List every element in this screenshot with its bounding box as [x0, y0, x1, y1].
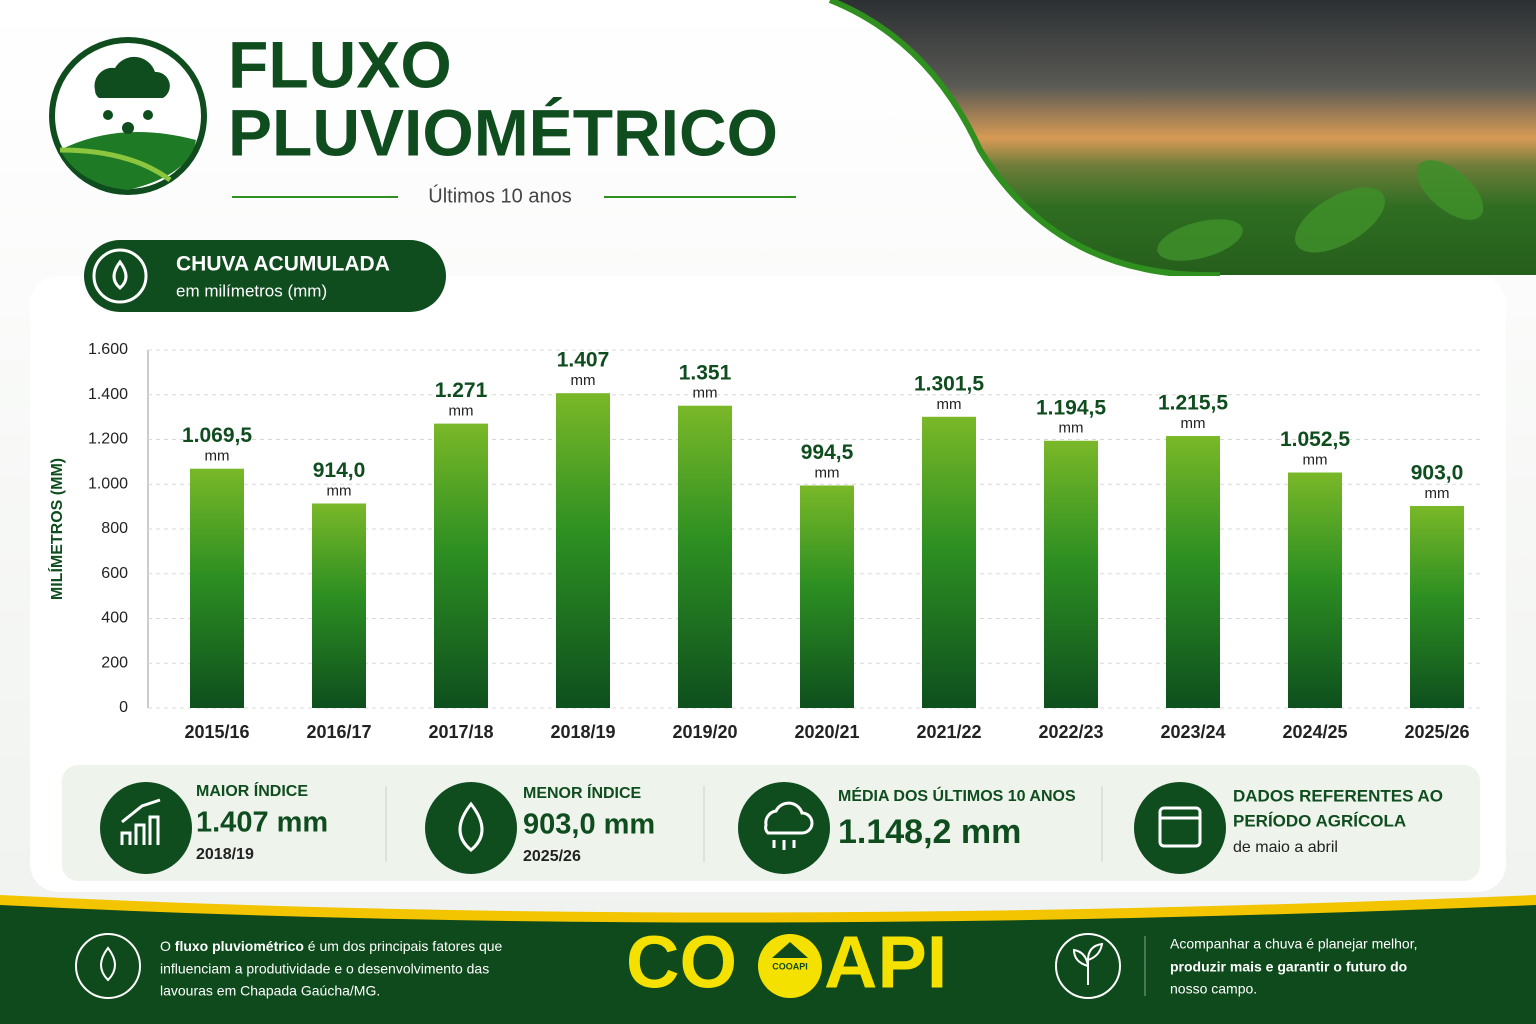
value-label: 994,5	[801, 441, 854, 464]
x-tick-label: 2019/20	[672, 722, 737, 742]
logo-text: CO	[626, 921, 737, 1004]
chart-card	[30, 276, 1506, 892]
bar	[190, 468, 244, 708]
x-tick-label: 2023/24	[1160, 722, 1225, 742]
x-tick-label: 2022/23	[1038, 722, 1103, 742]
stat-value: 1.148,2 mm	[838, 813, 1021, 851]
leaves	[1157, 160, 1484, 261]
y-tick-label: 600	[101, 565, 128, 582]
y-tick-label: 1.000	[88, 475, 128, 492]
y-tick-label: 400	[101, 610, 128, 627]
value-unit: mm	[693, 385, 718, 402]
x-tick-label: 2025/26	[1404, 722, 1469, 742]
badge-icon	[112, 259, 128, 290]
stat-note: de maio a abril	[1233, 839, 1338, 856]
logo-icon	[49, 37, 207, 195]
badge	[84, 240, 446, 312]
bar	[800, 485, 854, 708]
badge-title: CHUVA ACUMULADA	[176, 253, 390, 276]
footer-text: O fluxo pluviométrico é um dos principai…	[160, 938, 503, 954]
value-unit: mm	[1059, 420, 1084, 437]
title: PLUVIOMÉTRICO	[228, 95, 778, 169]
value-unit: mm	[1425, 485, 1450, 502]
field-photo	[830, 0, 1536, 345]
value-label: 1.215,5	[1158, 392, 1228, 415]
badge-icon	[92, 248, 148, 304]
bar	[678, 405, 732, 708]
value-label: 1.407	[557, 349, 610, 372]
stat-dividers	[385, 786, 1103, 862]
value-unit: mm	[815, 464, 840, 481]
value-unit: mm	[1303, 451, 1328, 468]
bar	[1044, 440, 1098, 708]
stat-title: PERÍODO AGRÍCOLA	[1233, 811, 1406, 830]
value-unit: mm	[449, 403, 474, 420]
stat-title: MENOR ÍNDICE	[523, 783, 642, 802]
footer-text: nosso campo.	[1170, 981, 1257, 997]
stat-value: 1.407 mm	[196, 807, 328, 839]
bar	[1410, 505, 1464, 708]
y-tick-label: 1.600	[88, 341, 128, 358]
title: FLUXO	[228, 27, 452, 101]
stat-icons	[100, 782, 1226, 874]
stat-value: 903,0 mm	[523, 809, 655, 841]
stat-title: DADOS REFERENTES AO	[1233, 786, 1443, 805]
x-tick-label: 2024/25	[1282, 722, 1347, 742]
badge-subtitle: em milímetros (mm)	[176, 281, 327, 300]
x-tick-label: 2020/21	[794, 722, 859, 742]
x-tick-label: 2017/18	[428, 722, 493, 742]
footer-icon	[1055, 933, 1121, 999]
logo-mark	[758, 934, 822, 998]
value-label: 1.069,5	[182, 424, 252, 447]
value-unit: mm	[937, 396, 962, 413]
stat-glyphs	[120, 798, 1202, 852]
value-label: 1.194,5	[1036, 396, 1106, 419]
stat-note: 2018/19	[196, 846, 254, 863]
stat-title: MAIOR ÍNDICE	[196, 781, 308, 800]
y-tick-label: 1.400	[88, 386, 128, 403]
value-label: 1.301,5	[914, 372, 984, 395]
value-unit: mm	[571, 372, 596, 389]
footer-icon	[75, 933, 141, 999]
footer-icon	[1072, 942, 1104, 985]
logo-mark	[772, 942, 808, 958]
bar	[1288, 472, 1342, 708]
y-tick-label: 0	[119, 699, 128, 716]
footer-text: lavouras em Chapada Gaúcha/MG.	[160, 983, 380, 999]
logo-text: API	[824, 921, 947, 1004]
photo-edge	[828, 0, 1221, 279]
value-label: 903,0	[1411, 462, 1464, 485]
y-tick-label: 1.200	[88, 431, 128, 448]
value-unit: mm	[327, 482, 352, 499]
y-tick-label: 800	[101, 520, 128, 537]
value-unit: mm	[1181, 415, 1206, 432]
bar	[434, 423, 488, 708]
value-label: 1.351	[679, 361, 732, 384]
x-tick-label: 2015/16	[184, 722, 249, 742]
x-tick-label: 2016/17	[306, 722, 371, 742]
logo-inner: COOAPI	[772, 961, 808, 971]
bar	[922, 416, 976, 708]
x-tick-label: 2018/19	[550, 722, 615, 742]
footer-text: produzir mais e garantir o futuro do	[1170, 959, 1407, 975]
y-tick-label: 200	[101, 654, 128, 671]
y-axis-label: MILÍMETROS (MM)	[47, 458, 66, 600]
value-label: 914,0	[313, 459, 366, 482]
chart: MILÍMETROS (MM) 0 200 400 600 800 1.000 1.200 1…	[47, 341, 1480, 742]
x-tick-label: 2021/22	[916, 722, 981, 742]
stat-note: 2025/26	[523, 848, 581, 865]
footer-text: Acompanhar a chuva é planejar melhor,	[1170, 936, 1417, 952]
bar	[556, 393, 610, 708]
bar	[1166, 436, 1220, 708]
value-label: 1.271	[435, 379, 488, 402]
footer-icon	[100, 946, 116, 982]
stat-title: MÉDIA DOS ÚLTIMOS 10 ANOS	[838, 786, 1076, 805]
bar	[312, 503, 366, 708]
value-label: 1.052,5	[1280, 428, 1350, 451]
subtitle: Últimos 10 anos	[428, 184, 571, 207]
value-unit: mm	[205, 448, 230, 465]
footer-text: influenciam a produtividade e o desenvol…	[160, 961, 489, 977]
